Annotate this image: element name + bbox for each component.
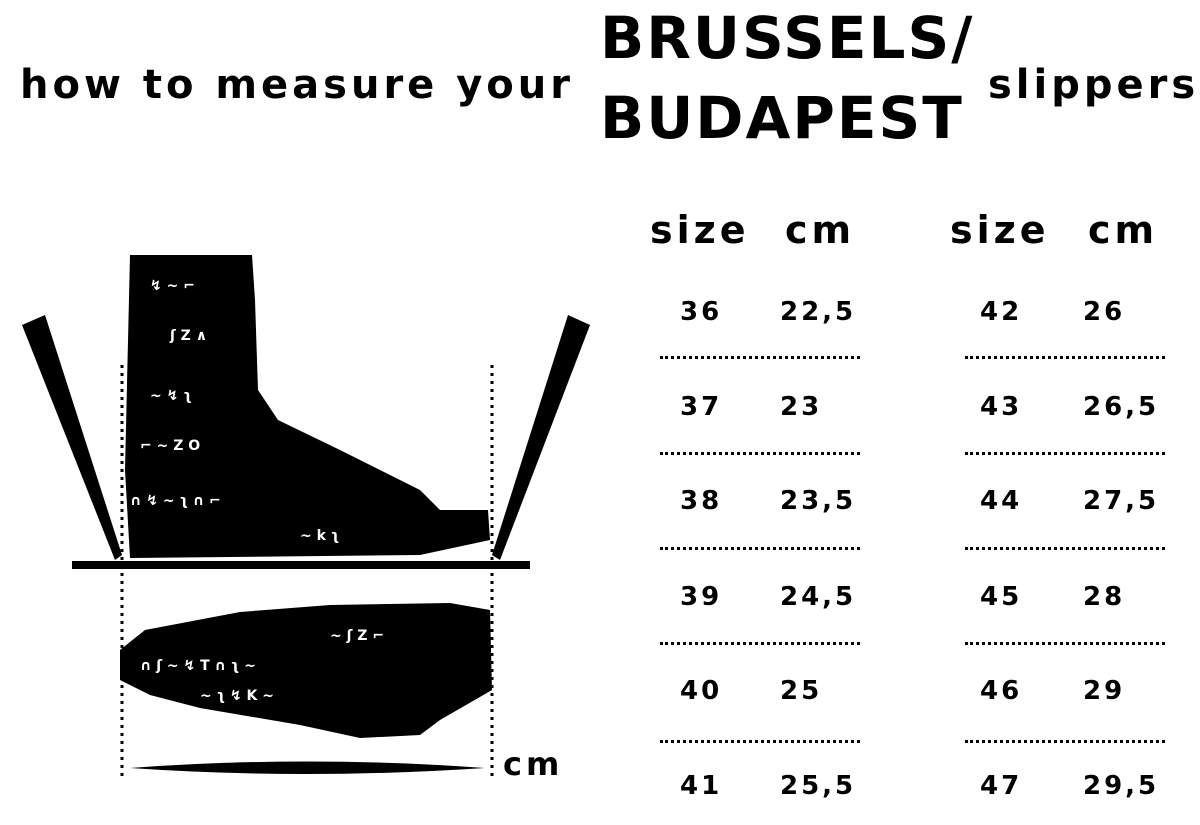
title-suffix: slippers xyxy=(988,62,1200,108)
pencil-right-icon xyxy=(492,315,590,560)
header-cm: cm xyxy=(1088,208,1159,252)
row-divider xyxy=(965,452,1165,455)
length-bar xyxy=(130,761,485,774)
row-divider xyxy=(965,547,1165,550)
cm-cell: 23 xyxy=(780,392,823,422)
cm-cell: 24,5 xyxy=(780,582,857,612)
cm-cell: 26 xyxy=(1083,297,1126,327)
row-divider xyxy=(660,356,860,359)
title-prefix: how to measure your xyxy=(20,62,574,108)
row-divider xyxy=(660,547,860,550)
svg-text:ʃ Z ∧: ʃ Z ∧ xyxy=(169,328,207,344)
svg-text:⌐ ~ Z O: ⌐ ~ Z O xyxy=(140,438,200,454)
floor-line xyxy=(72,561,530,569)
size-cell: 47 xyxy=(980,771,1023,801)
cm-cell: 29 xyxy=(1083,676,1126,706)
size-cell: 37 xyxy=(680,392,723,422)
svg-text:~ k ʅ: ~ k ʅ xyxy=(300,528,339,544)
svg-text:~ ʅ ↯ K ~: ~ ʅ ↯ K ~ xyxy=(200,688,274,704)
cm-cell: 28 xyxy=(1083,582,1126,612)
row-divider xyxy=(965,740,1165,743)
pencil-left-icon xyxy=(22,315,122,560)
unit-label: cm xyxy=(503,745,564,783)
size-cell: 42 xyxy=(980,297,1023,327)
size-cell: 44 xyxy=(980,486,1023,516)
row-divider xyxy=(660,740,860,743)
size-cell: 38 xyxy=(680,486,723,516)
size-cell: 45 xyxy=(980,582,1023,612)
size-cell: 41 xyxy=(680,771,723,801)
cm-cell: 27,5 xyxy=(1083,486,1160,516)
cm-cell: 29,5 xyxy=(1083,771,1160,801)
size-cell: 46 xyxy=(980,676,1023,706)
brand-line-2: BUDAPEST xyxy=(600,84,964,152)
row-divider xyxy=(660,452,860,455)
row-divider xyxy=(660,642,860,645)
svg-text:~ ʃ Z ⌐: ~ ʃ Z ⌐ xyxy=(330,628,384,644)
size-cell: 36 xyxy=(680,297,723,327)
cm-cell: 25 xyxy=(780,676,823,706)
foot-measure-illustration: ↯ ~ ⌐ʃ Z ∧~ ↯ ʅ ⌐ ~ Z O∩ ↯ ~ ʅ ∩ ⌐~ k ʅ … xyxy=(22,255,590,780)
header-size: size xyxy=(950,208,1050,252)
header-cm: cm xyxy=(785,208,856,252)
row-divider xyxy=(965,642,1165,645)
row-divider xyxy=(965,356,1165,359)
size-cell: 40 xyxy=(680,676,723,706)
foot-side-view-icon xyxy=(125,255,490,558)
brand-line-1: BRUSSELS/ xyxy=(600,4,975,72)
cm-cell: 25,5 xyxy=(780,771,857,801)
cm-cell: 26,5 xyxy=(1083,392,1160,422)
header-size: size xyxy=(650,208,750,252)
foot-top-view-icon xyxy=(120,603,492,738)
size-cell: 39 xyxy=(680,582,723,612)
pattern-marks: ↯ ~ ⌐ʃ Z ∧~ ↯ ʅ ⌐ ~ Z O∩ ↯ ~ ʅ ∩ ⌐~ k ʅ … xyxy=(130,278,384,704)
size-cell: 43 xyxy=(980,392,1023,422)
svg-text:∩ ʃ ~ ↯ T ∩ ʅ ~: ∩ ʃ ~ ↯ T ∩ ʅ ~ xyxy=(140,658,256,674)
cm-cell: 22,5 xyxy=(780,297,857,327)
cm-cell: 23,5 xyxy=(780,486,857,516)
svg-text:∩ ↯ ~ ʅ ∩ ⌐: ∩ ↯ ~ ʅ ∩ ⌐ xyxy=(130,493,221,509)
svg-text:↯ ~ ⌐: ↯ ~ ⌐ xyxy=(150,278,195,294)
svg-text:~ ↯ ʅ: ~ ↯ ʅ xyxy=(150,388,192,404)
